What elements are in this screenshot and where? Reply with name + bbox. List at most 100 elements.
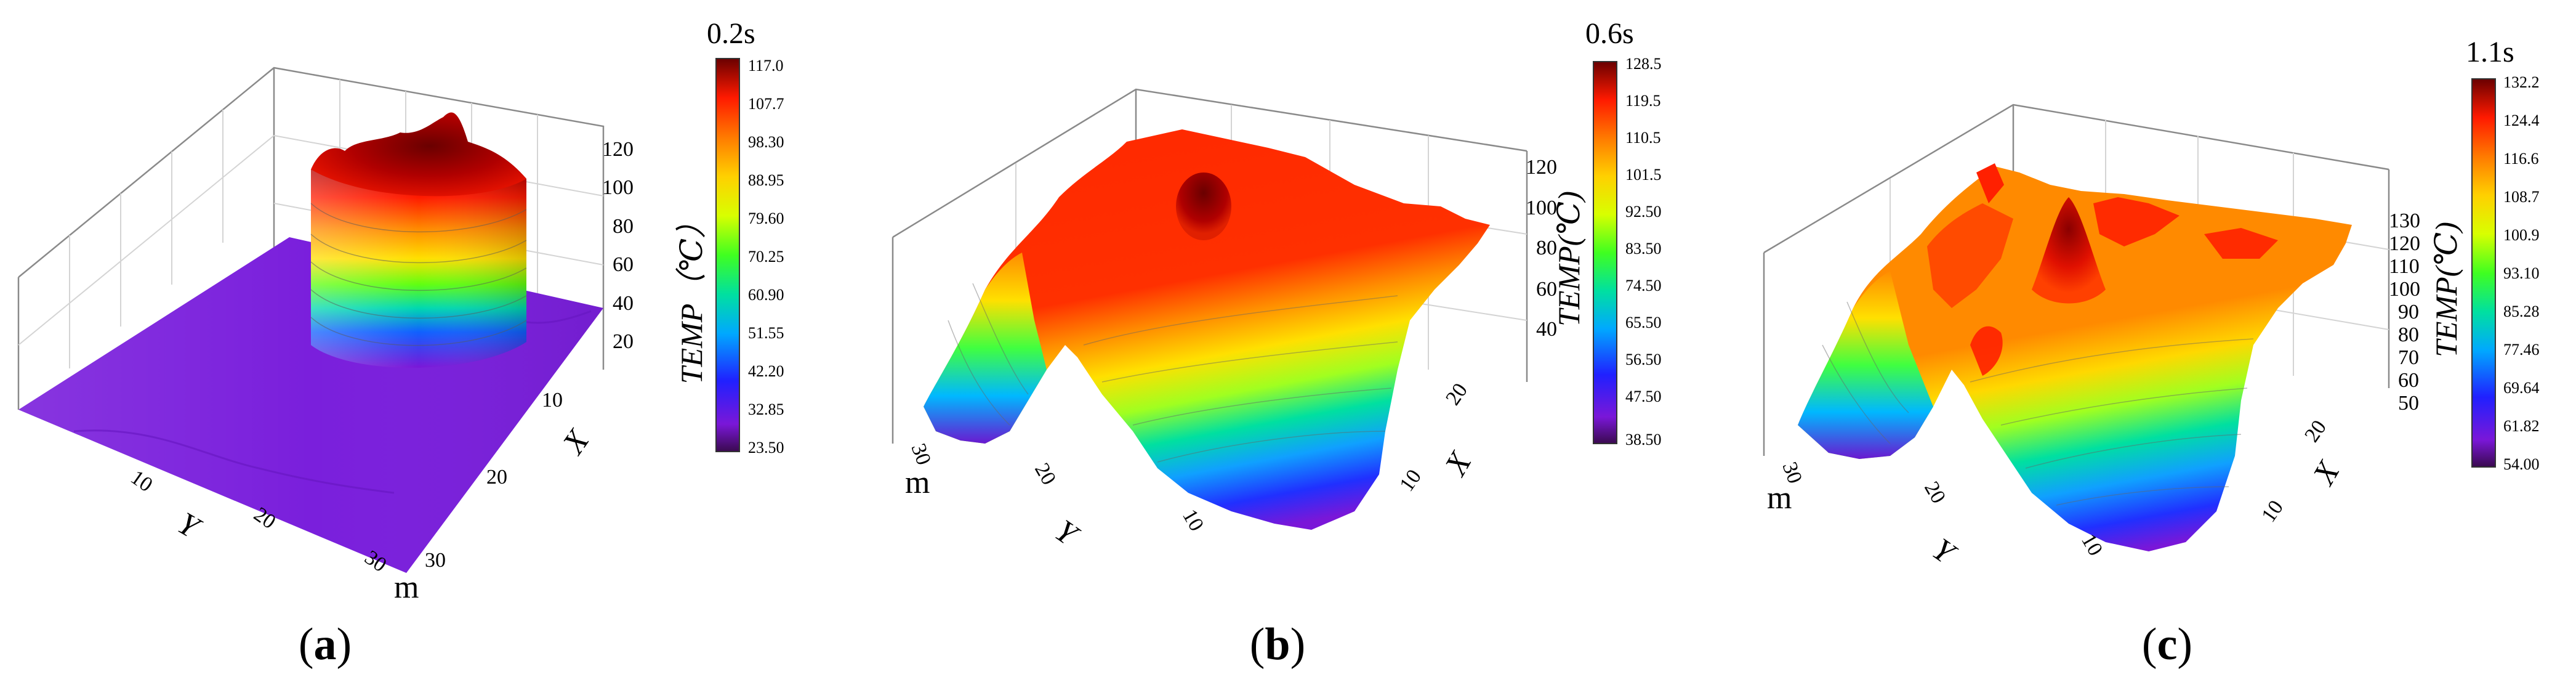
panel-c-colorbar-tick: 93.10 (2503, 264, 2540, 282)
panel-a-colorbar-tick: 51.55 (748, 324, 784, 342)
panel-a-z-tick: 60 (613, 253, 634, 276)
panel-a-colorbar-tick: 88.95 (748, 171, 784, 189)
panel-b-caption-letter: b (1265, 619, 1290, 670)
panel-b-x-tick: 20 (1441, 380, 1472, 410)
panel-c-z-tick: 110 (2389, 255, 2420, 278)
panel-b: 40 60 80 100 120 TEMP(℃) 20 10 X 30 20 1… (892, 17, 1662, 670)
panel-a-caption: (a) (299, 619, 352, 670)
panel-a-colorbar-tick: 42.20 (748, 362, 784, 380)
panel-b-colorbar (1593, 61, 1617, 444)
panel-a-colorbar-tick: 117.0 (748, 57, 784, 75)
panel-a-colorbar-ticks: 117.0 107.7 98.30 88.95 79.60 70.25 60.9… (748, 57, 784, 457)
panel-c-z-tick: 60 (2398, 369, 2419, 392)
panel-a-colorbar-tick: 32.85 (748, 400, 784, 418)
panel-c-colorbar-tick: 100.9 (2503, 226, 2540, 244)
panel-c-z-tick: 70 (2398, 346, 2419, 369)
panel-b-colorbar-tick: 65.50 (1625, 314, 1662, 331)
panel-a-z-tick: 120 (602, 138, 634, 161)
panel-b-x-ticks: 20 10 (1395, 380, 1472, 496)
panel-b-y-label: Y (1049, 513, 1086, 554)
panel-b-colorbar-tick: 119.5 (1625, 92, 1661, 110)
panel-c-z-ticks: 50 60 70 80 90 100 110 120 130 (2389, 209, 2420, 415)
panel-b-z-tick: 120 (1526, 156, 1557, 179)
panel-c-colorbar-tick: 116.6 (2503, 150, 2539, 168)
panel-c-z-tick: 130 (2389, 209, 2420, 232)
panel-c-caption-letter: c (2157, 619, 2178, 670)
panel-a-colorbar-tick: 70.25 (748, 248, 784, 266)
panel-c-colorbar-tick: 124.4 (2503, 112, 2540, 129)
panel-b-time-label: 0.6s (1585, 17, 1634, 50)
panel-b-y-tick: 30 (906, 440, 935, 468)
panel-c-colorbar-tick: 77.46 (2503, 341, 2540, 359)
panel-a-colorbar-tick: 98.30 (748, 133, 784, 151)
panel-c-colorbar-ticks: 132.2 124.4 116.6 108.7 100.9 93.10 85.2… (2503, 73, 2540, 473)
panel-b-surface (924, 129, 1490, 530)
panel-a-x-tick: 30 (425, 549, 446, 572)
panel-a-y-tick: 10 (126, 466, 156, 497)
panel-a-colorbar-tick: 60.90 (748, 286, 784, 304)
panel-c-x-tick: 10 (2257, 497, 2288, 527)
panel-b-caption: (b) (1250, 619, 1305, 670)
panel-c-colorbar-tick: 54.00 (2503, 455, 2540, 473)
svg-text:(c): (c) (2142, 619, 2192, 670)
panel-a-x-label: X (555, 423, 597, 461)
panel-b-z-tick: 100 (1526, 197, 1557, 219)
panel-b-colorbar-tick: 56.50 (1625, 351, 1662, 368)
panel-b-x-label: X (1438, 445, 1479, 482)
panel-a-z-tick: 100 (602, 176, 634, 199)
panel-b-unit-label: m (905, 465, 930, 500)
panel-b-peak (1176, 173, 1231, 240)
panel-a-x-tick: 20 (486, 466, 507, 489)
panel-c-peak (2032, 197, 2106, 304)
panel-a-colorbar-tick: 23.50 (748, 439, 784, 457)
panel-a: 20 40 60 80 100 120 TEMP（℃） 10 20 30 X 1… (17, 17, 784, 670)
panel-b-z-tick: 40 (1536, 318, 1557, 341)
panel-c-x-label: X (2306, 455, 2347, 492)
panel-b-colorbar-tick: 101.5 (1625, 166, 1662, 184)
panel-b-colorbar-tick: 38.50 (1625, 431, 1662, 449)
panel-b-z-tick: 80 (1536, 237, 1557, 259)
panel-a-unit-label: m (394, 570, 419, 605)
panel-b-colorbar-tick: 47.50 (1625, 388, 1662, 405)
panel-c-time-label: 1.1s (2466, 36, 2514, 68)
panel-a-colorbar-tick: 79.60 (748, 209, 784, 227)
panel-c-y-label: Y (1926, 532, 1963, 572)
panel-a-z-ticks: 20 40 60 80 100 120 (602, 138, 634, 353)
panel-b-z-tick: 60 (1536, 278, 1557, 301)
panel-a-y-label: Y (172, 506, 207, 546)
panel-c-colorbar-tick: 69.64 (2503, 379, 2540, 397)
panel-b-z-ticks: 40 60 80 100 120 (1526, 156, 1557, 341)
panel-c-colorbar-tick: 85.28 (2503, 302, 2540, 320)
panel-b-y-tick: 20 (1030, 460, 1060, 489)
panel-c-unit-label: m (1767, 481, 1792, 516)
panel-a-x-tick: 10 (542, 389, 563, 412)
panel-c-y-tick: 20 (1920, 478, 1950, 508)
panel-c: 50 60 70 80 90 100 110 120 130 TEMP(℃) 2… (1763, 36, 2540, 670)
panel-b-colorbar-tick: 92.50 (1625, 203, 1662, 221)
panel-c-surface (1798, 163, 2352, 551)
panel-b-x-tick: 10 (1395, 466, 1426, 496)
panel-c-colorbar-tick: 108.7 (2503, 188, 2540, 206)
panel-b-colorbar-tick: 110.5 (1625, 129, 1661, 147)
panel-c-z-label: TEMP(℃) (2429, 222, 2463, 357)
svg-text:(a): (a) (299, 619, 352, 670)
panel-c-colorbar (2471, 78, 2496, 468)
svg-text:(b): (b) (1250, 619, 1305, 670)
panel-c-colorbar-tick: 132.2 (2503, 73, 2540, 91)
panel-a-colorbar (715, 58, 740, 452)
panel-a-colorbar-tick: 107.7 (748, 95, 784, 113)
panel-c-x-tick: 20 (2300, 416, 2331, 447)
panel-a-z-tick: 80 (613, 215, 634, 238)
panel-c-z-tick: 80 (2398, 323, 2419, 346)
panel-c-z-tick: 50 (2398, 392, 2419, 415)
panel-c-z-tick: 100 (2389, 278, 2420, 301)
panel-b-z-label: TEMP(℃) (1552, 191, 1586, 327)
panel-b-colorbar-tick: 128.5 (1625, 55, 1662, 73)
panel-a-z-label: TEMP（℃） (674, 208, 709, 384)
panel-a-contours (310, 203, 527, 346)
panel-a-z-tick: 40 (613, 292, 634, 315)
panel-a-caption-letter: a (314, 619, 337, 670)
panel-a-time-label: 0.2s (707, 17, 755, 50)
panel-a-hot-column (310, 112, 527, 368)
